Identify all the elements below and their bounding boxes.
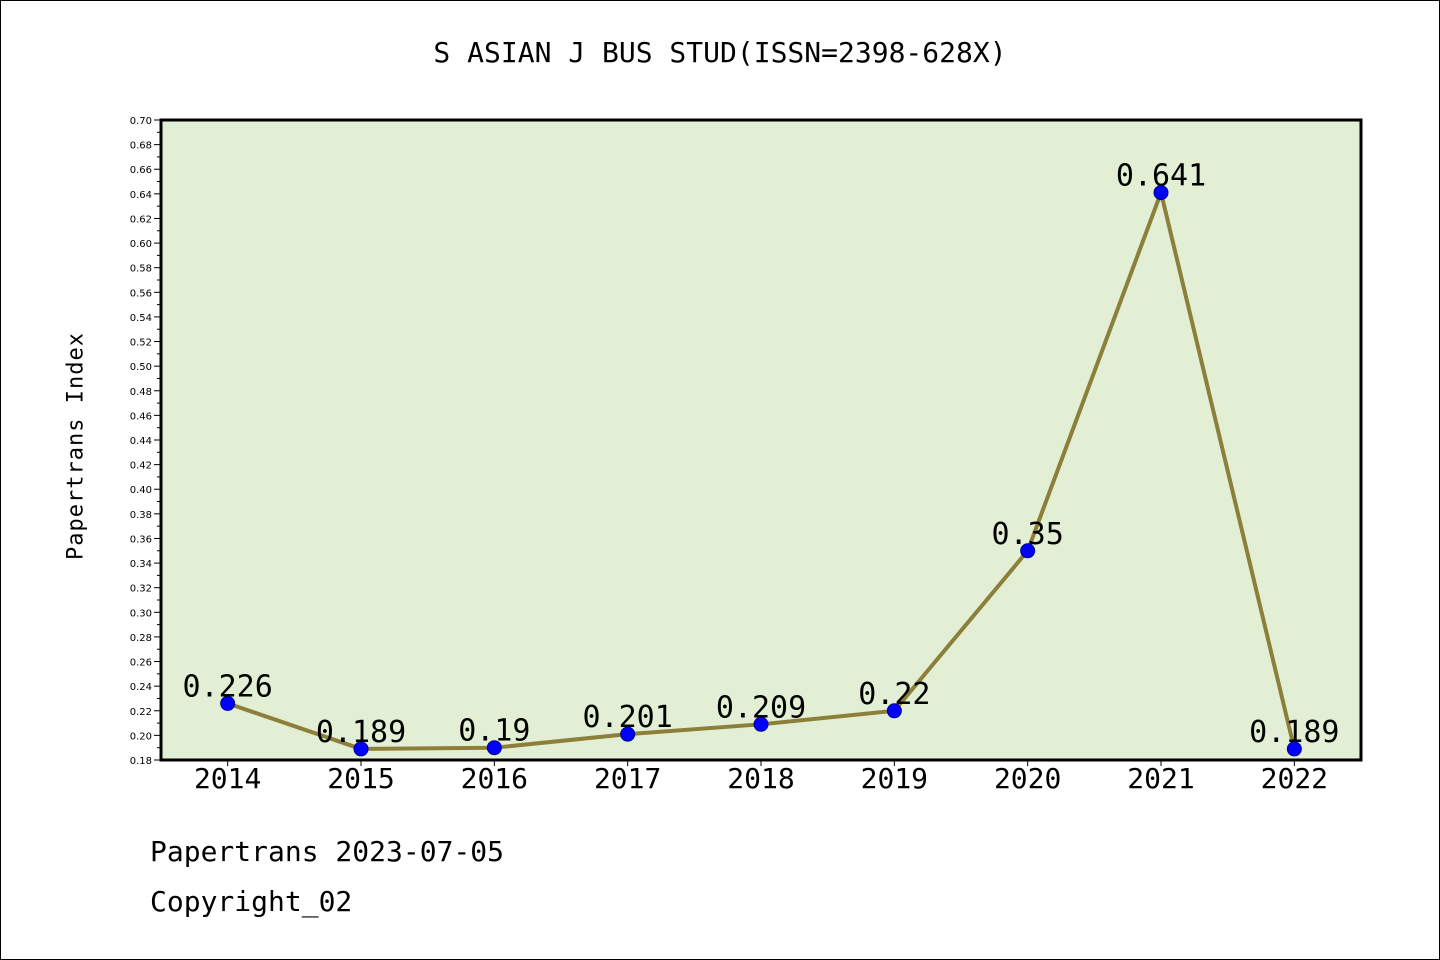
plot-border [159, 118, 1363, 762]
y-tick-label: 0.50 [130, 362, 152, 373]
data-point [753, 716, 769, 732]
y-tick-label: 0.70 [130, 116, 152, 127]
data-label: 0.35 [992, 517, 1064, 552]
y-tick-label: 0.46 [130, 411, 152, 422]
data-label: 0.201 [583, 700, 673, 735]
y-tick-label: 0.52 [130, 338, 152, 349]
x-tick-label: 2020 [994, 762, 1061, 795]
x-tick-label: 2017 [594, 762, 661, 795]
data-label: 0.22 [858, 677, 930, 712]
data-point [1020, 543, 1036, 559]
x-tick-label: 2016 [461, 762, 528, 795]
y-tick-label: 0.40 [130, 485, 152, 496]
data-point [1153, 185, 1169, 201]
y-tick-label: 0.60 [130, 239, 152, 250]
y-tick-label: 0.58 [130, 264, 152, 275]
y-tick-label: 0.62 [130, 214, 152, 225]
x-tick-label: 2018 [727, 762, 794, 795]
y-tick-label: 0.22 [130, 707, 152, 718]
y-tick-label: 0.34 [130, 559, 152, 570]
x-tick-label: 2014 [194, 762, 261, 795]
y-tick-label: 0.54 [130, 313, 152, 324]
y-tick-label: 0.26 [130, 658, 152, 669]
data-point [1286, 741, 1302, 757]
data-label: 0.19 [458, 714, 530, 749]
data-label: 0.189 [316, 715, 406, 750]
y-tick-label: 0.30 [130, 608, 152, 619]
y-tick-label: 0.42 [130, 461, 152, 472]
x-tick-label: 2022 [1261, 762, 1328, 795]
y-tick-label: 0.48 [130, 387, 152, 398]
data-point [353, 741, 369, 757]
y-tick-label: 0.44 [130, 436, 152, 447]
data-point [886, 703, 902, 719]
data-point [486, 740, 502, 756]
y-tick-label: 0.68 [130, 141, 152, 152]
x-tick-label: 2019 [861, 762, 928, 795]
y-tick-label: 0.18 [130, 756, 152, 767]
y-tick-label: 0.20 [130, 731, 152, 742]
data-label: 0.209 [716, 690, 806, 725]
y-tick-label: 0.56 [130, 288, 152, 299]
y-tick-label: 0.38 [130, 510, 152, 521]
data-label: 0.226 [183, 669, 273, 704]
y-tick-label: 0.28 [130, 633, 152, 644]
data-point [620, 726, 636, 742]
y-tick-label: 0.24 [130, 682, 152, 693]
data-label: 0.189 [1249, 715, 1339, 750]
plot-area [161, 120, 1361, 760]
data-point [220, 695, 236, 711]
y-tick-label: 0.66 [130, 165, 152, 176]
y-tick-label: 0.32 [130, 584, 152, 595]
y-tick-label: 0.36 [130, 534, 152, 545]
y-tick-label: 0.64 [130, 190, 152, 201]
chart-title: S ASIAN J BUS STUD(ISSN=2398-628X) [433, 36, 1007, 69]
data-label: 0.641 [1116, 159, 1206, 194]
footer-date-line: Papertrans 2023-07-05 [150, 835, 505, 868]
x-tick-label: 2015 [327, 762, 394, 795]
x-tick-label: 2021 [1127, 762, 1194, 795]
footer-copyright-line: Copyright_02 [150, 885, 353, 918]
